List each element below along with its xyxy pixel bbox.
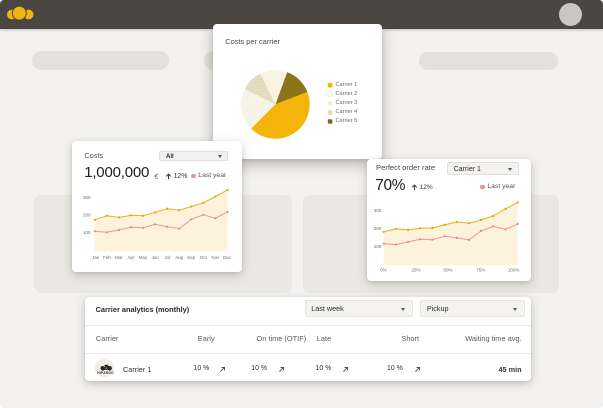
svg-text:May: May: [139, 255, 148, 260]
svg-text:Feb: Feb: [103, 255, 111, 260]
svg-text:75%: 75%: [476, 267, 485, 272]
svg-text:Jul: Jul: [164, 255, 170, 260]
svg-text:Aug: Aug: [175, 255, 184, 260]
svg-text:Jun: Jun: [151, 255, 159, 260]
svg-text:100%: 100%: [508, 267, 520, 272]
svg-text:25%: 25%: [411, 267, 420, 272]
svg-text:HIPARGO: HIPARGO: [97, 371, 114, 375]
svg-text:Nov: Nov: [211, 255, 220, 260]
svg-text:200: 200: [83, 212, 91, 217]
svg-text:200: 200: [374, 225, 382, 230]
svg-text:Mar: Mar: [115, 255, 123, 260]
svg-text:100: 100: [374, 243, 382, 248]
svg-text:300: 300: [83, 195, 91, 200]
svg-text:Jan: Jan: [92, 255, 100, 260]
svg-text:300: 300: [374, 208, 382, 213]
svg-text:Dec: Dec: [223, 255, 232, 260]
svg-text:0%: 0%: [380, 267, 387, 272]
svg-text:50%: 50%: [443, 267, 452, 272]
svg-text:100: 100: [83, 230, 91, 235]
svg-text:Apr: Apr: [127, 255, 135, 260]
svg-text:Sep: Sep: [187, 255, 196, 260]
svg-text:Oct: Oct: [200, 255, 208, 260]
